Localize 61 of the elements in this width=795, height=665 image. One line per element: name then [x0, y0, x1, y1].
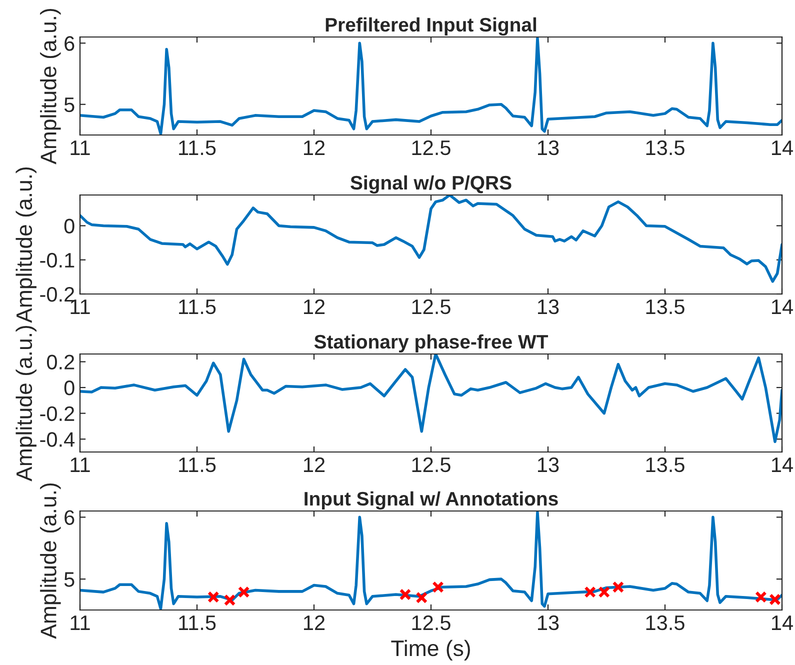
chart-title: Input Signal w/ Annotations [304, 491, 558, 510]
y-tick-label: 6 [64, 36, 74, 51]
x-tick-label: 12 [304, 140, 325, 155]
x-tick-label: 13 [538, 140, 559, 156]
x-tick-label: 14 [772, 616, 793, 630]
y-tick-label: 0.2 [46, 354, 74, 370]
x-tick-label: 11 [70, 458, 90, 472]
y-tick-label: -0.2 [40, 287, 74, 302]
point [224, 594, 236, 606]
x-tick-label: 11.5 [179, 616, 216, 630]
line-series [80, 511, 782, 610]
line-series [80, 37, 782, 135]
point [769, 594, 781, 606]
chart-title: Stationary phase-free WT [314, 334, 548, 352]
x-tick-label: 12 [304, 299, 325, 314]
x-tick-label: 13.5 [646, 457, 684, 472]
x-tick-label: 12 [304, 615, 325, 630]
y-axis-title: Amplitude (a.u.) [40, 8, 61, 164]
y-tick-label: -0.4 [40, 432, 75, 447]
x-tick-label: 13 [538, 457, 559, 472]
x-tick-label: 11.5 [179, 140, 216, 156]
y-tick-label: -0.2 [40, 406, 74, 422]
x-tick-label: 12.5 [412, 615, 450, 630]
x-tick-label: 13 [538, 615, 559, 630]
x-axis-title: Time (s) [391, 640, 470, 661]
x-tick-label: 13 [538, 299, 559, 314]
x-tick-label: 12.5 [412, 299, 450, 314]
y-axis-title: Amplitude (a.u.) [16, 326, 36, 482]
x-tick-label: 12.5 [412, 457, 450, 472]
chart-title: Prefiltered Input Signal [326, 17, 536, 36]
point [399, 588, 412, 600]
x-tick-label: 12 [304, 457, 325, 472]
point [207, 591, 220, 603]
x-tick-label: 11.5 [179, 300, 216, 314]
y-axis-title: Amplitude (a.u.) [40, 483, 61, 639]
point [598, 586, 610, 598]
y-tick-label: -0.1 [40, 252, 74, 268]
x-tick-label: 13.5 [646, 140, 684, 156]
x-tick-label: 11 [70, 300, 90, 314]
y-axis-title: Amplitude (a.u.) [16, 167, 36, 323]
point [432, 581, 444, 594]
y-tick-label: 5 [64, 98, 74, 112]
point [416, 592, 428, 604]
x-tick-label: 14 [772, 300, 793, 314]
point [612, 581, 624, 594]
x-tick-label: 14 [772, 458, 793, 472]
x-tick-label: 13.5 [646, 615, 684, 630]
chart-title: Signal w/o P/QRS [350, 175, 512, 194]
y-tick-label: 6 [64, 510, 74, 525]
x-tick-label: 12.5 [412, 140, 450, 156]
x-tick-label: 14 [772, 140, 793, 155]
point [584, 586, 596, 598]
point [238, 586, 250, 598]
x-tick-label: 11.5 [179, 458, 216, 472]
y-tick-label: 0 [64, 218, 74, 234]
y-tick-label: 5 [64, 572, 74, 587]
point [755, 591, 767, 603]
x-tick-label: 11 [70, 616, 90, 630]
x-tick-label: 13.5 [646, 299, 684, 314]
x-tick-label: 11 [70, 140, 90, 155]
y-tick-label: 0 [64, 380, 74, 396]
